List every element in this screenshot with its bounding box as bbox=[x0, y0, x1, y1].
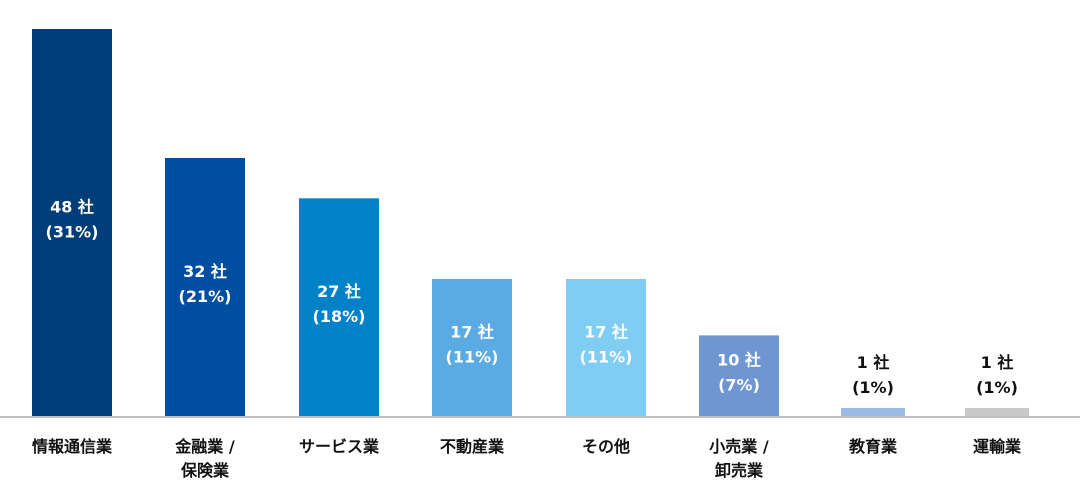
bar bbox=[965, 407, 1029, 416]
bar-count-label: 17 社 bbox=[584, 322, 628, 341]
category-label: 情報通信業 bbox=[32, 437, 113, 456]
category-label: 運輸業 bbox=[973, 437, 1022, 456]
category-label: サービス業 bbox=[299, 437, 380, 456]
bar-count-label: 17 社 bbox=[450, 322, 494, 341]
bar-percent-label: (11%) bbox=[580, 347, 633, 366]
bar-count-label: 48 社 bbox=[50, 198, 94, 217]
bar bbox=[566, 278, 646, 416]
bar-count-label: 32 社 bbox=[183, 262, 227, 281]
category-label: 教育業 bbox=[849, 437, 898, 456]
category-label: 保険業 bbox=[180, 461, 230, 480]
bar-percent-label: (1%) bbox=[976, 378, 1018, 397]
bar bbox=[165, 158, 245, 416]
bar-percent-label: (1%) bbox=[852, 378, 894, 397]
category-label: 小売業 / bbox=[709, 437, 769, 456]
category-label: その他 bbox=[582, 437, 630, 456]
category-label: 卸売業 bbox=[715, 461, 764, 480]
bar-percent-label: (18%) bbox=[313, 307, 366, 326]
bar-count-label: 27 社 bbox=[317, 282, 361, 301]
bar-count-label: 10 社 bbox=[717, 351, 761, 370]
bar bbox=[841, 407, 905, 416]
bar-count-label: 1 社 bbox=[981, 353, 1014, 372]
bar bbox=[32, 29, 112, 416]
category-label: 金融業 / bbox=[174, 437, 235, 456]
bar-percent-label: (11%) bbox=[446, 347, 499, 366]
bar-count-label: 1 社 bbox=[857, 353, 890, 372]
bar bbox=[432, 278, 512, 416]
bar-percent-label: (21%) bbox=[179, 287, 232, 306]
bar bbox=[299, 198, 379, 416]
bar-percent-label: (7%) bbox=[718, 376, 760, 395]
bar bbox=[699, 335, 779, 416]
bar-percent-label: (31%) bbox=[46, 223, 99, 242]
category-label: 不動産業 bbox=[440, 437, 505, 456]
